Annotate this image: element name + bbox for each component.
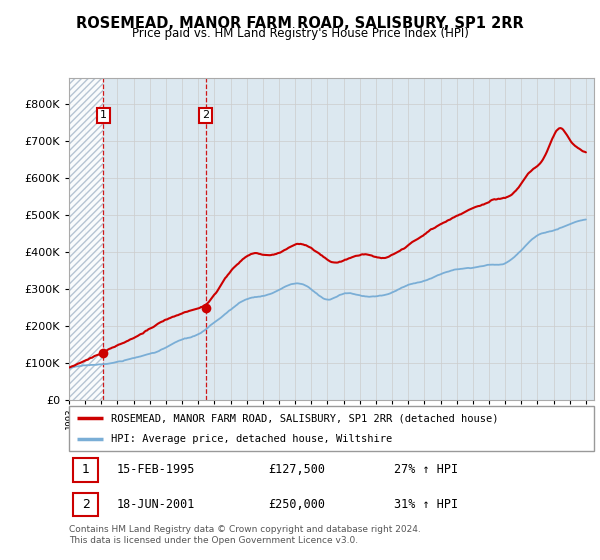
Text: ROSEMEAD, MANOR FARM ROAD, SALISBURY, SP1 2RR: ROSEMEAD, MANOR FARM ROAD, SALISBURY, SP… [76, 16, 524, 31]
Text: 2: 2 [82, 498, 90, 511]
Text: 27% ↑ HPI: 27% ↑ HPI [395, 464, 458, 477]
Text: 31% ↑ HPI: 31% ↑ HPI [395, 498, 458, 511]
Bar [73, 458, 98, 482]
Text: HPI: Average price, detached house, Wiltshire: HPI: Average price, detached house, Wilt… [111, 433, 392, 444]
Text: 18-JUN-2001: 18-JUN-2001 [116, 498, 194, 511]
Text: 2: 2 [202, 110, 209, 120]
Bar [69, 78, 103, 400]
Text: Contains HM Land Registry data © Crown copyright and database right 2024.
This d: Contains HM Land Registry data © Crown c… [69, 525, 421, 545]
Text: £250,000: £250,000 [269, 498, 325, 511]
Bar [73, 493, 98, 516]
Text: ROSEMEAD, MANOR FARM ROAD, SALISBURY, SP1 2RR (detached house): ROSEMEAD, MANOR FARM ROAD, SALISBURY, SP… [111, 413, 499, 423]
Text: 1: 1 [82, 464, 90, 477]
Text: Price paid vs. HM Land Registry's House Price Index (HPI): Price paid vs. HM Land Registry's House … [131, 27, 469, 40]
Text: 1: 1 [100, 110, 107, 120]
Text: 15-FEB-1995: 15-FEB-1995 [116, 464, 194, 477]
Text: £127,500: £127,500 [269, 464, 325, 477]
